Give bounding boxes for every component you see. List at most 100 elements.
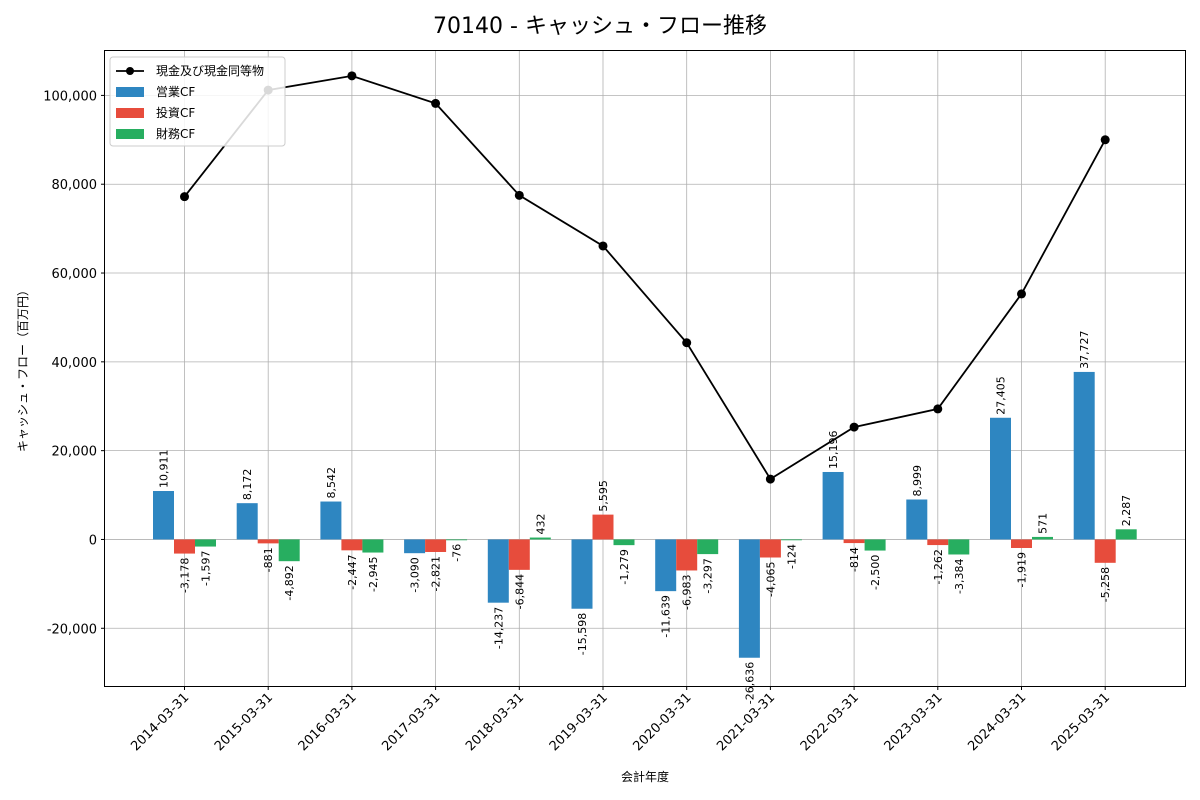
bar-data-label: -3,297 <box>702 558 715 593</box>
x-tick-label: 2017-03-31 <box>379 690 443 754</box>
bar <box>780 539 802 541</box>
bar <box>948 539 970 555</box>
bar-data-label: -6,844 <box>513 574 526 609</box>
y-tick-label: 20,000 <box>52 445 98 460</box>
bar-data-label: -1,279 <box>618 549 631 584</box>
bar-data-label: -11,639 <box>660 595 673 637</box>
bar <box>195 539 216 547</box>
bar <box>676 539 698 571</box>
bar-data-label: -3,178 <box>179 558 192 593</box>
cash-point <box>431 98 441 108</box>
bar-data-label: 5,595 <box>597 480 610 512</box>
x-tick-label: 2022-03-31 <box>798 690 862 754</box>
bar <box>1011 539 1032 548</box>
bar <box>697 539 719 555</box>
cash-point <box>514 190 524 200</box>
bar-data-label: 8,542 <box>325 467 338 499</box>
bar-data-label: -1,262 <box>932 549 945 584</box>
bar <box>153 491 174 540</box>
bar-data-label: -26,636 <box>743 662 756 704</box>
y-tick-label: 40,000 <box>52 356 98 371</box>
bar-data-label: -5,258 <box>1099 567 1112 602</box>
bar <box>508 539 530 570</box>
bar <box>362 539 384 553</box>
legend-entry: 投資CF <box>156 105 195 120</box>
bar-data-label: 8,999 <box>911 465 924 497</box>
x-tick-label: 2024-03-31 <box>965 690 1029 754</box>
bar <box>404 539 426 554</box>
bar-data-label: -6,983 <box>681 574 694 609</box>
bar <box>425 539 447 552</box>
bar <box>613 539 635 546</box>
bar-data-label: -1,919 <box>1016 552 1029 587</box>
x-tick-label: 2020-03-31 <box>630 690 694 754</box>
legend-entry: 営業CF <box>156 85 195 99</box>
bar <box>320 501 342 540</box>
bar-data-label: 27,405 <box>995 376 1008 415</box>
legend-bar-swatch <box>116 87 144 97</box>
y-tick-label: 60,000 <box>52 267 98 282</box>
cash-line <box>183 74 1106 481</box>
y-tick-label: 80,000 <box>52 178 98 193</box>
bar <box>257 539 279 544</box>
bar <box>1115 529 1137 540</box>
legend-bar-swatch <box>116 129 144 139</box>
x-tick-label: 2018-03-31 <box>463 690 527 754</box>
bar-data-label: 10,911 <box>158 450 171 489</box>
bar-data-label: 8,172 <box>241 469 254 501</box>
x-axis: 2014-03-31 2015-03-31 2016-03-31 2017-03-31… <box>128 686 1113 754</box>
bar-data-label: -2,447 <box>346 554 359 589</box>
bar-data-label: -881 <box>262 547 275 572</box>
bar <box>174 539 195 554</box>
bar <box>864 539 886 551</box>
bar-data-label: -4,065 <box>764 562 777 597</box>
x-tick-label: 2015-03-31 <box>212 690 276 754</box>
grid-lines <box>105 51 1185 686</box>
y-tick-label: 0 <box>89 533 97 548</box>
plot-frame <box>104 50 1186 687</box>
bar-data-label: -76 <box>451 544 464 562</box>
bar <box>236 503 258 540</box>
bar <box>738 539 760 658</box>
bar <box>990 417 1011 540</box>
bar-data-label: -2,500 <box>869 555 882 590</box>
x-tick-label: 2025-03-31 <box>1049 690 1113 754</box>
bar-data-label: -3,384 <box>953 558 966 593</box>
bar-data-label: 571 <box>1037 513 1050 534</box>
bar <box>843 539 865 544</box>
cash-point <box>682 338 692 348</box>
bar <box>341 539 363 551</box>
bar <box>759 539 781 558</box>
y-tick-label: 100,000 <box>43 89 97 104</box>
cash-point <box>849 422 859 432</box>
bar-data-label: -2,945 <box>367 557 380 592</box>
bar <box>906 499 928 540</box>
bar-data-label: 37,727 <box>1078 330 1091 369</box>
data-labels-layer: 10,911 8,172 8,542 -3,090 -14,237 -15,598 -11,… <box>158 330 1134 704</box>
y-tick-label: -20,000 <box>47 622 97 637</box>
bar <box>529 537 551 540</box>
bar-data-label: 2,287 <box>1120 495 1133 527</box>
bar-data-label: -15,598 <box>576 613 589 655</box>
legend-box <box>109 56 286 147</box>
x-tick-label: 2023-03-31 <box>882 690 946 754</box>
cash-line-layer <box>180 71 1110 484</box>
bar-data-label: -3,090 <box>409 557 422 592</box>
bar <box>655 539 677 592</box>
bar <box>822 471 844 540</box>
bar <box>1032 536 1053 540</box>
bar <box>446 539 468 541</box>
x-axis-label: 会計年度 <box>621 769 669 784</box>
bar-data-label: -814 <box>848 547 861 572</box>
cash-point <box>598 241 608 251</box>
x-tick-label: 2019-03-31 <box>547 690 611 754</box>
bar <box>278 539 300 562</box>
bar <box>592 514 614 540</box>
cash-point <box>180 192 189 202</box>
bar <box>487 539 509 603</box>
y-axis-label: キャッシュ・フロー（百万円） <box>16 284 30 452</box>
bar-data-label: -4,892 <box>283 565 296 600</box>
legend-entry: 現金及び現金同等物 <box>156 63 264 78</box>
legend-bar-swatch <box>116 108 144 118</box>
